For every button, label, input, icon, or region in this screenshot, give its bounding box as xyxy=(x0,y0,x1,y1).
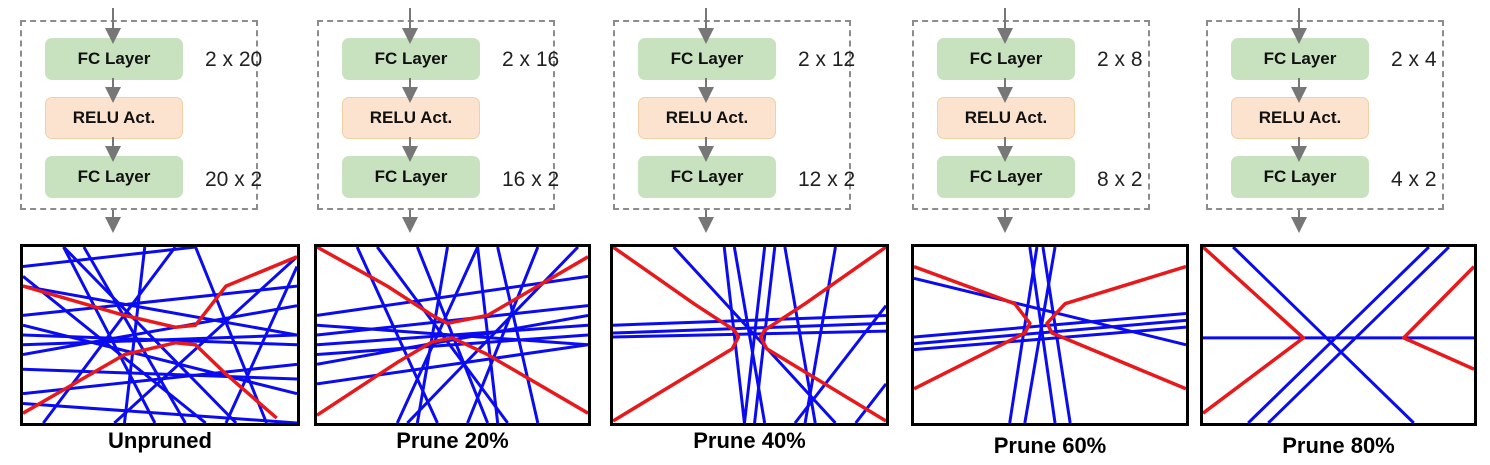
blue-line-7 xyxy=(742,247,767,423)
blue-line-7 xyxy=(317,343,588,386)
plot-caption: Prune 20% xyxy=(396,428,509,453)
blue-line-5 xyxy=(317,333,588,357)
flow-arrows xyxy=(698,8,714,233)
fc-layer-2-dims: 4 x 2 xyxy=(1391,168,1437,191)
flow-arrows xyxy=(105,8,121,233)
panel-1: FC Layer RELU Act. FC Layer 2 x 20 20 x 2 xyxy=(10,0,290,465)
blue-line-11 xyxy=(793,304,886,423)
blue-line-14 xyxy=(476,247,500,423)
blue-line-6 xyxy=(732,247,767,423)
blue-line-12 xyxy=(854,382,886,423)
fc-layer-2-box: FC Layer xyxy=(342,156,480,198)
fc-layer-1-box: FC Layer xyxy=(638,38,776,80)
fc-layer-2-dims: 12 x 2 xyxy=(798,168,856,191)
network-block: FC Layer RELU Act. FC Layer 2 x 12 12 x 2 xyxy=(613,20,855,210)
fc-layer-2-dims: 20 x 2 xyxy=(205,168,263,191)
blue-line-12 xyxy=(466,247,540,423)
decision-boundary-plot xyxy=(911,244,1189,426)
fc-layer-2-box: FC Layer xyxy=(638,156,776,198)
red-boundary-2 xyxy=(758,247,886,423)
blue-line-13 xyxy=(415,247,490,423)
relu-activation-box: RELU Act. xyxy=(342,97,480,139)
panel-2: FC Layer RELU Act. FC Layer 2 x 16 16 x 2 xyxy=(307,0,587,465)
blue-line-3 xyxy=(23,284,297,317)
decision-boundary-plot xyxy=(1200,244,1477,426)
blue-line-16 xyxy=(194,247,268,423)
red-boundary-1 xyxy=(317,247,588,326)
flow-arrows xyxy=(997,8,1013,233)
red-boundary-2 xyxy=(1045,264,1186,391)
blue-line-8 xyxy=(376,247,509,423)
fc-layer-2-box: FC Layer xyxy=(937,156,1075,198)
plot-caption: Prune 40% xyxy=(693,428,806,453)
flow-arrows xyxy=(1291,8,1307,233)
decision-boundary-plot xyxy=(314,244,591,426)
panel-3: FC Layer RELU Act. FC Layer 2 x 12 12 x 2 xyxy=(603,0,883,465)
blue-line-5 xyxy=(722,247,746,423)
blue-line-2 xyxy=(23,284,297,337)
blue-line-17 xyxy=(224,265,297,423)
blue-line-14 xyxy=(23,275,207,423)
blue-line-10 xyxy=(803,247,837,423)
fc-layer-1-dims: 2 x 20 xyxy=(205,48,263,71)
fc-layer-1-dims: 2 x 4 xyxy=(1391,48,1437,71)
fc-layer-1-box: FC Layer xyxy=(45,38,183,80)
blue-line-1 xyxy=(914,276,1186,347)
red-boundary-2 xyxy=(23,341,278,420)
plot-caption: Unpruned xyxy=(108,428,212,453)
blue-line-4 xyxy=(914,325,1186,352)
relu-activation-box: RELU Act. xyxy=(638,97,776,139)
plot-caption: Prune 60% xyxy=(993,433,1107,458)
fc-layer-2-dims: 8 x 2 xyxy=(1097,168,1143,191)
red-boundary-1 xyxy=(914,264,1032,391)
blue-line-10 xyxy=(23,367,297,381)
red-boundary-2 xyxy=(1401,265,1474,371)
decision-boundary-plot xyxy=(20,244,300,426)
fc-layer-1-dims: 2 x 16 xyxy=(502,48,560,71)
blue-line-1 xyxy=(613,313,886,327)
red-boundary-1 xyxy=(613,247,741,423)
blue-line-7 xyxy=(1028,247,1057,423)
blue-line-15 xyxy=(62,247,238,423)
blue-line-2 xyxy=(1232,247,1415,423)
fc-layer-1-box: FC Layer xyxy=(937,38,1075,80)
blue-line-4 xyxy=(1267,247,1450,423)
blue-line-8 xyxy=(753,247,777,423)
blue-line-2 xyxy=(914,311,1186,339)
blue-line-10 xyxy=(415,247,449,423)
blue-line-18 xyxy=(62,247,157,423)
plot-caption: Prune 80% xyxy=(1282,433,1395,458)
blue-line-16 xyxy=(406,247,580,423)
blue-line-19 xyxy=(113,255,297,423)
blue-line-6 xyxy=(317,313,588,366)
red-boundary-2 xyxy=(317,336,588,417)
blue-line-1 xyxy=(23,247,196,269)
fc-layer-1-box: FC Layer xyxy=(1231,38,1369,80)
fc-layer-1-dims: 2 x 12 xyxy=(798,48,856,71)
fc-layer-2-box: FC Layer xyxy=(45,156,183,198)
blue-line-7 xyxy=(23,333,297,347)
fc-layer-2-dims: 16 x 2 xyxy=(502,168,560,191)
blue-line-6 xyxy=(1023,247,1057,423)
blue-line-3 xyxy=(1247,247,1430,423)
blue-line-9 xyxy=(395,247,479,423)
red-boundary-1 xyxy=(23,255,297,329)
blue-line-9 xyxy=(23,401,297,423)
flow-arrows xyxy=(402,8,418,233)
blue-line-15 xyxy=(496,247,540,423)
fc-layer-1-dims: 2 x 8 xyxy=(1097,48,1143,71)
blue-line-2 xyxy=(317,304,588,337)
blue-line-4 xyxy=(23,304,297,357)
network-block: FC Layer RELU Act. FC Layer 2 x 20 20 x 2 xyxy=(20,20,262,210)
blue-line-13 xyxy=(82,247,187,423)
decision-boundary-plot xyxy=(610,244,889,426)
network-block: FC Layer RELU Act. FC Layer 2 x 16 16 x 2 xyxy=(317,20,559,210)
fc-layer-2-box: FC Layer xyxy=(1231,156,1369,198)
red-boundary-1 xyxy=(1203,247,1306,415)
fc-layer-1-box: FC Layer xyxy=(342,38,480,80)
